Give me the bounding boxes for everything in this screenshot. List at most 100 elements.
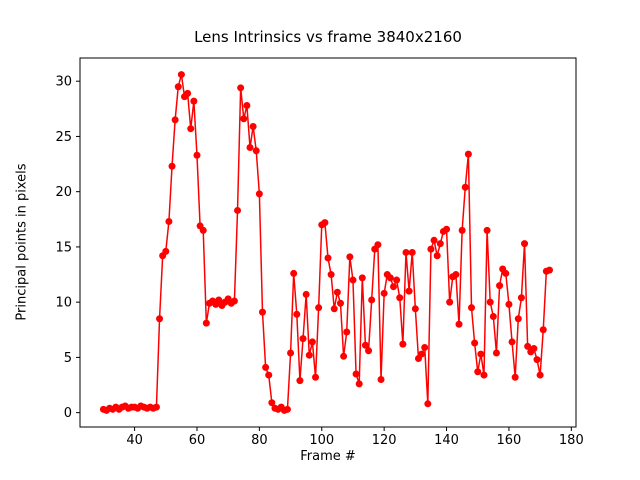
data-point [427,245,435,253]
data-point [358,274,366,282]
data-point [262,363,270,371]
data-point [539,326,547,334]
data-point [399,340,407,348]
data-point [308,338,316,346]
data-point [293,310,301,318]
data-point [408,248,416,256]
data-point [418,350,426,358]
data-point [215,296,223,304]
data-point [480,371,488,379]
data-point [177,71,185,79]
y-tick-label: 15 [55,240,72,255]
chart-title: Lens Intrinsics vs frame 3840x2160 [194,28,462,46]
y-tick-label: 5 [64,351,72,366]
data-point [237,84,245,92]
data-point [443,225,451,233]
x-tick-label: 120 [372,433,397,448]
data-point [330,305,338,313]
data-point [430,236,438,244]
y-tick-label: 0 [64,406,72,421]
data-point [290,269,298,277]
data-point [486,298,494,306]
x-tick-label: 140 [434,433,459,448]
data-point [156,315,164,323]
data-point [461,183,469,191]
data-point [468,304,475,312]
data-point [336,299,344,307]
data-point [252,147,260,155]
data-point [315,304,323,312]
data-point [199,226,207,234]
data-point [355,380,363,388]
data-point [187,125,195,133]
data-point [234,206,242,214]
data-point [283,405,291,413]
data-point [168,162,176,170]
data-point [240,115,248,123]
data-point [324,254,332,262]
data-point [464,150,472,158]
data-point [343,328,351,336]
data-point [471,339,479,347]
data-point [508,338,516,346]
data-point [299,335,307,343]
data-point [411,305,419,313]
data-point [496,282,504,290]
data-point [405,287,413,295]
data-point [393,276,401,284]
data-point [458,226,466,234]
data-point [517,294,525,302]
x-tick-label: 60 [189,433,206,448]
data-point [446,298,454,306]
y-tick-label: 10 [55,296,72,311]
data-point [402,248,410,256]
data-point [174,83,182,91]
data-line [102,73,551,412]
data-point [230,297,238,305]
data-point [243,102,251,110]
data-point [374,241,382,249]
data-point [361,341,369,349]
x-axis-label: Frame # [300,449,356,464]
x-tick-label: 160 [497,433,522,448]
data-point [536,371,544,379]
data-point [524,342,532,350]
data-point [455,320,463,328]
data-point [474,368,482,376]
y-axis-label: Principal points in pixels [14,163,30,321]
y-tick-label: 20 [55,185,72,200]
data-point [312,373,320,381]
x-tick-label: 40 [126,433,143,448]
data-point [265,371,273,379]
data-point [514,315,522,323]
data-point [421,343,429,351]
data-point [162,247,170,255]
data-point [305,351,313,359]
data-point [533,356,541,364]
data-point [521,240,529,248]
data-point [452,271,460,279]
data-point [258,308,266,316]
data-point [184,89,192,97]
data-point [477,350,485,358]
data-point [268,399,276,407]
data-point [287,349,295,357]
data-point [255,190,263,198]
data-point [171,116,179,124]
x-tick-label: 180 [559,433,584,448]
data-point [380,289,388,297]
data-point [390,283,398,291]
data-point [377,375,385,383]
data-point [368,296,376,304]
data-point [396,294,404,302]
data-point [530,345,538,353]
y-tick-label: 30 [55,75,72,90]
data-point [511,373,519,381]
data-point [333,288,341,296]
data-point [321,219,329,227]
x-tick-label: 100 [309,433,334,448]
data-point [545,266,553,274]
data-point [193,151,201,159]
